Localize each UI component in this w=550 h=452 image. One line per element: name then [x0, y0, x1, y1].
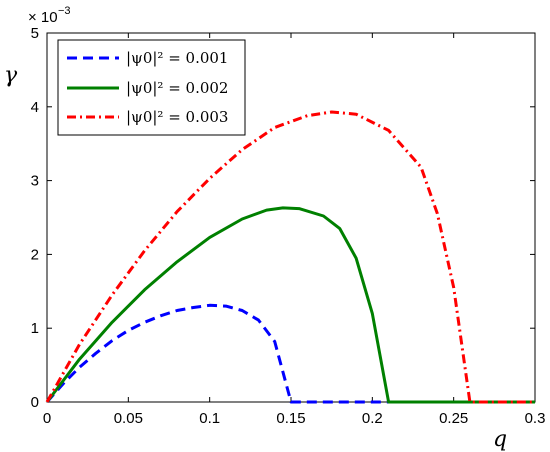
x-tick-label: 0.3 — [525, 410, 546, 427]
legend-label-1: |ψ0|² = 0.002 — [126, 79, 228, 97]
y-tick-label: 2 — [31, 246, 39, 263]
series-line-1 — [45, 206, 535, 404]
y-axis-label: γ — [4, 63, 18, 88]
y-tick-label: 3 — [31, 173, 39, 190]
y-scale-label: × 10 — [28, 9, 58, 26]
y-tick-label: 0 — [31, 394, 39, 411]
x-tick-label: 0 — [43, 410, 51, 427]
x-tick-label: 0.15 — [276, 410, 305, 427]
x-tick-label: 0.25 — [439, 410, 468, 427]
x-tick-label: 0.05 — [114, 410, 143, 427]
x-axis-label: q — [493, 427, 507, 452]
y-tick-label: 5 — [31, 25, 39, 42]
legend-label-2: |ψ0|² = 0.003 — [126, 108, 228, 126]
x-tick-label: 0.1 — [199, 410, 220, 427]
y-scale-exponent: −3 — [58, 5, 71, 17]
x-tick-label: 0.2 — [362, 410, 383, 427]
legend: |ψ0|² = 0.001 |ψ0|² = 0.002 |ψ0|² = 0.00… — [57, 39, 246, 136]
axis-ticks: 0 0.05 0.1 0.15 0.2 0.25 0.3 0 1 2 3 4 5 — [31, 25, 546, 427]
series-layer — [45, 110, 535, 404]
y-tick-label: 4 — [31, 99, 39, 116]
series-line-0 — [45, 303, 535, 404]
y-tick-label: 1 — [31, 320, 39, 337]
legend-label-0: |ψ0|² = 0.001 — [126, 49, 228, 67]
